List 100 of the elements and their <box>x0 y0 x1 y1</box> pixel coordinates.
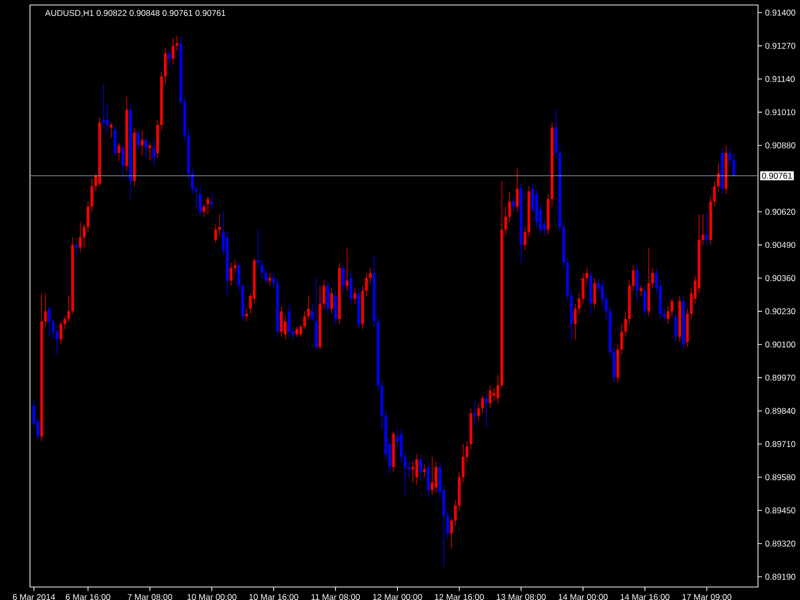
candlestick <box>218 214 221 236</box>
candlestick <box>164 48 167 84</box>
candlestick <box>423 464 426 478</box>
candlestick <box>593 278 596 310</box>
candlestick <box>400 428 403 462</box>
candlestick <box>307 296 310 320</box>
ref-line-label: 0.90761 <box>762 172 792 179</box>
candlestick <box>574 303 577 340</box>
candlestick <box>152 140 156 166</box>
candlestick <box>705 211 708 246</box>
candlestick <box>446 510 450 539</box>
candlestick <box>342 265 345 292</box>
candlestick <box>299 324 302 338</box>
candlestick <box>234 260 236 274</box>
candlestick <box>408 462 410 478</box>
candlestick <box>172 38 174 64</box>
candlestick <box>144 137 148 158</box>
candlestick <box>256 229 260 268</box>
candlestick <box>512 196 515 212</box>
candlestick <box>713 180 716 207</box>
candlestick <box>450 518 453 550</box>
candlestick <box>295 326 298 338</box>
y-tick-label: 0.90100 <box>765 341 796 348</box>
candlestick <box>636 265 639 302</box>
candlestick <box>651 268 654 289</box>
candlestick <box>140 130 144 156</box>
candlestick <box>288 303 290 338</box>
y-tick-label: 0.91270 <box>765 42 796 49</box>
candlestick <box>462 444 464 483</box>
x-tick-label: 6 Mar 2014 <box>12 594 56 600</box>
x-tick-label: 7 Mar 08:00 <box>128 594 172 600</box>
candlestick <box>334 290 337 324</box>
candlestick <box>504 206 508 236</box>
y-tick-label: 0.90490 <box>765 242 796 248</box>
candlestick <box>82 224 86 248</box>
candlestick <box>60 321 62 345</box>
candlestick <box>430 456 434 496</box>
candlestick <box>245 308 248 322</box>
candlestick <box>106 104 109 133</box>
candlestick <box>674 310 678 342</box>
candlestick <box>118 142 120 162</box>
x-tick-label: 11 Mar 08:00 <box>312 594 360 600</box>
candlestick <box>48 306 51 338</box>
candlestick <box>632 265 635 292</box>
candlestick <box>640 285 642 296</box>
y-tick-label: 0.89190 <box>765 574 796 580</box>
y-tick-label: 0.89840 <box>765 408 796 414</box>
candlestick <box>121 145 124 179</box>
candlestick <box>477 402 480 422</box>
candlestick <box>582 272 584 304</box>
candlestick <box>78 222 82 253</box>
y-tick-label: 0.91140 <box>765 76 795 82</box>
candlestick <box>620 324 624 356</box>
candlestick <box>280 306 283 338</box>
candlestick <box>454 500 457 526</box>
candlestick <box>214 224 217 243</box>
candlestick <box>666 306 670 324</box>
x-tick-label: 10 Mar 16:00 <box>249 594 298 600</box>
y-tick-label: 0.90620 <box>765 208 796 215</box>
candlestick <box>63 316 66 330</box>
x-tick-label: 17 Mar 09:00 <box>682 594 732 600</box>
candlestick <box>604 293 608 320</box>
candlestick <box>75 242 78 256</box>
candlestick <box>586 268 588 284</box>
candlestick <box>415 454 418 486</box>
candlestick <box>508 190 511 222</box>
y-tick-label: 0.89710 <box>765 441 796 448</box>
x-tick-label: 12 Mar 00:00 <box>373 594 422 600</box>
candlestick <box>624 310 627 338</box>
candlestick <box>260 260 264 278</box>
candlestick <box>114 124 116 156</box>
candlestick <box>516 168 519 212</box>
y-tick-label: 0.89450 <box>765 507 796 514</box>
candlestick <box>292 328 294 340</box>
candlestick <box>466 441 468 462</box>
candlestick <box>350 272 352 304</box>
candlestick <box>303 310 306 330</box>
candlestick <box>86 201 90 233</box>
candlestick <box>426 462 430 498</box>
y-tick-label: 0.91400 <box>765 10 796 16</box>
candlestick <box>578 293 581 314</box>
candlestick <box>44 293 47 327</box>
candlestick <box>310 303 314 322</box>
candlestick <box>481 395 484 414</box>
candlestick <box>368 268 372 284</box>
candlestick <box>202 204 206 218</box>
candlestick <box>230 262 232 286</box>
y-tick-label: 0.90360 <box>765 275 796 282</box>
candlestick <box>601 280 604 307</box>
y-tick-label: 0.90880 <box>765 142 796 148</box>
candlestick <box>365 272 368 296</box>
candlestick <box>346 247 348 292</box>
candlestick <box>206 196 210 215</box>
candlestick <box>330 288 334 314</box>
candlestick <box>419 454 422 480</box>
candlestick <box>702 214 704 246</box>
y-tick-label: 0.89970 <box>765 374 796 381</box>
candlestick <box>90 178 94 212</box>
candlestick <box>326 280 330 314</box>
candlestick <box>492 388 496 401</box>
